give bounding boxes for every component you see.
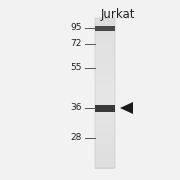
- Bar: [95, 78, 115, 80]
- Bar: [95, 138, 115, 140]
- Bar: [95, 161, 115, 163]
- Bar: [95, 127, 115, 129]
- Bar: [95, 20, 115, 22]
- Bar: [95, 55, 115, 58]
- Bar: [95, 54, 115, 56]
- Bar: [95, 37, 115, 39]
- Bar: [95, 121, 115, 123]
- Bar: [95, 147, 115, 150]
- Bar: [95, 87, 115, 90]
- Bar: [95, 89, 115, 92]
- Bar: [95, 114, 115, 116]
- Bar: [95, 162, 115, 165]
- Bar: [95, 65, 115, 67]
- Bar: [95, 67, 115, 69]
- Bar: [95, 46, 115, 48]
- Bar: [95, 95, 115, 97]
- Bar: [95, 155, 115, 157]
- Bar: [95, 108, 115, 110]
- Bar: [95, 22, 115, 24]
- Bar: [95, 57, 115, 60]
- Bar: [95, 72, 115, 75]
- Bar: [95, 159, 115, 161]
- Bar: [95, 35, 115, 37]
- Text: 72: 72: [71, 39, 82, 48]
- Bar: [95, 71, 115, 73]
- Bar: [95, 140, 115, 142]
- Bar: [95, 18, 115, 168]
- Bar: [95, 129, 115, 131]
- Bar: [95, 117, 115, 120]
- Bar: [95, 132, 115, 135]
- Bar: [95, 59, 115, 62]
- Bar: [95, 74, 115, 77]
- Bar: [95, 116, 115, 118]
- Bar: [95, 42, 115, 45]
- Bar: [95, 123, 115, 125]
- Bar: [95, 106, 115, 109]
- Bar: [95, 110, 115, 112]
- Bar: [95, 69, 115, 71]
- Bar: [95, 76, 115, 78]
- Bar: [95, 153, 115, 155]
- Bar: [95, 48, 115, 50]
- Bar: [95, 119, 115, 122]
- Bar: [95, 26, 115, 31]
- Text: 28: 28: [71, 134, 82, 143]
- Bar: [95, 63, 115, 65]
- Polygon shape: [120, 102, 133, 114]
- Bar: [95, 80, 115, 82]
- Text: 36: 36: [71, 103, 82, 112]
- Bar: [95, 86, 115, 88]
- Bar: [95, 125, 115, 127]
- Bar: [95, 100, 115, 103]
- Bar: [95, 61, 115, 64]
- Bar: [95, 99, 115, 101]
- Bar: [95, 91, 115, 93]
- Bar: [95, 18, 115, 20]
- Bar: [95, 84, 115, 86]
- Bar: [95, 24, 115, 26]
- Bar: [95, 105, 115, 112]
- Bar: [95, 97, 115, 99]
- Bar: [95, 166, 115, 168]
- Bar: [95, 29, 115, 32]
- Text: 55: 55: [71, 64, 82, 73]
- Bar: [95, 33, 115, 35]
- Bar: [95, 104, 115, 107]
- Bar: [95, 149, 115, 152]
- Bar: [95, 145, 115, 148]
- Bar: [95, 144, 115, 146]
- Bar: [95, 102, 115, 105]
- Bar: [95, 39, 115, 41]
- Bar: [95, 157, 115, 159]
- Bar: [95, 164, 115, 167]
- Text: 95: 95: [71, 24, 82, 33]
- Bar: [95, 82, 115, 84]
- Bar: [95, 31, 115, 33]
- Text: Jurkat: Jurkat: [101, 8, 135, 21]
- Bar: [95, 142, 115, 144]
- Bar: [95, 26, 115, 28]
- Bar: [95, 27, 115, 30]
- Bar: [95, 44, 115, 47]
- Bar: [95, 151, 115, 154]
- Bar: [95, 130, 115, 133]
- Bar: [95, 112, 115, 114]
- Bar: [95, 52, 115, 54]
- Bar: [95, 40, 115, 43]
- Bar: [95, 134, 115, 137]
- Bar: [95, 136, 115, 138]
- Bar: [95, 93, 115, 95]
- Bar: [95, 50, 115, 52]
